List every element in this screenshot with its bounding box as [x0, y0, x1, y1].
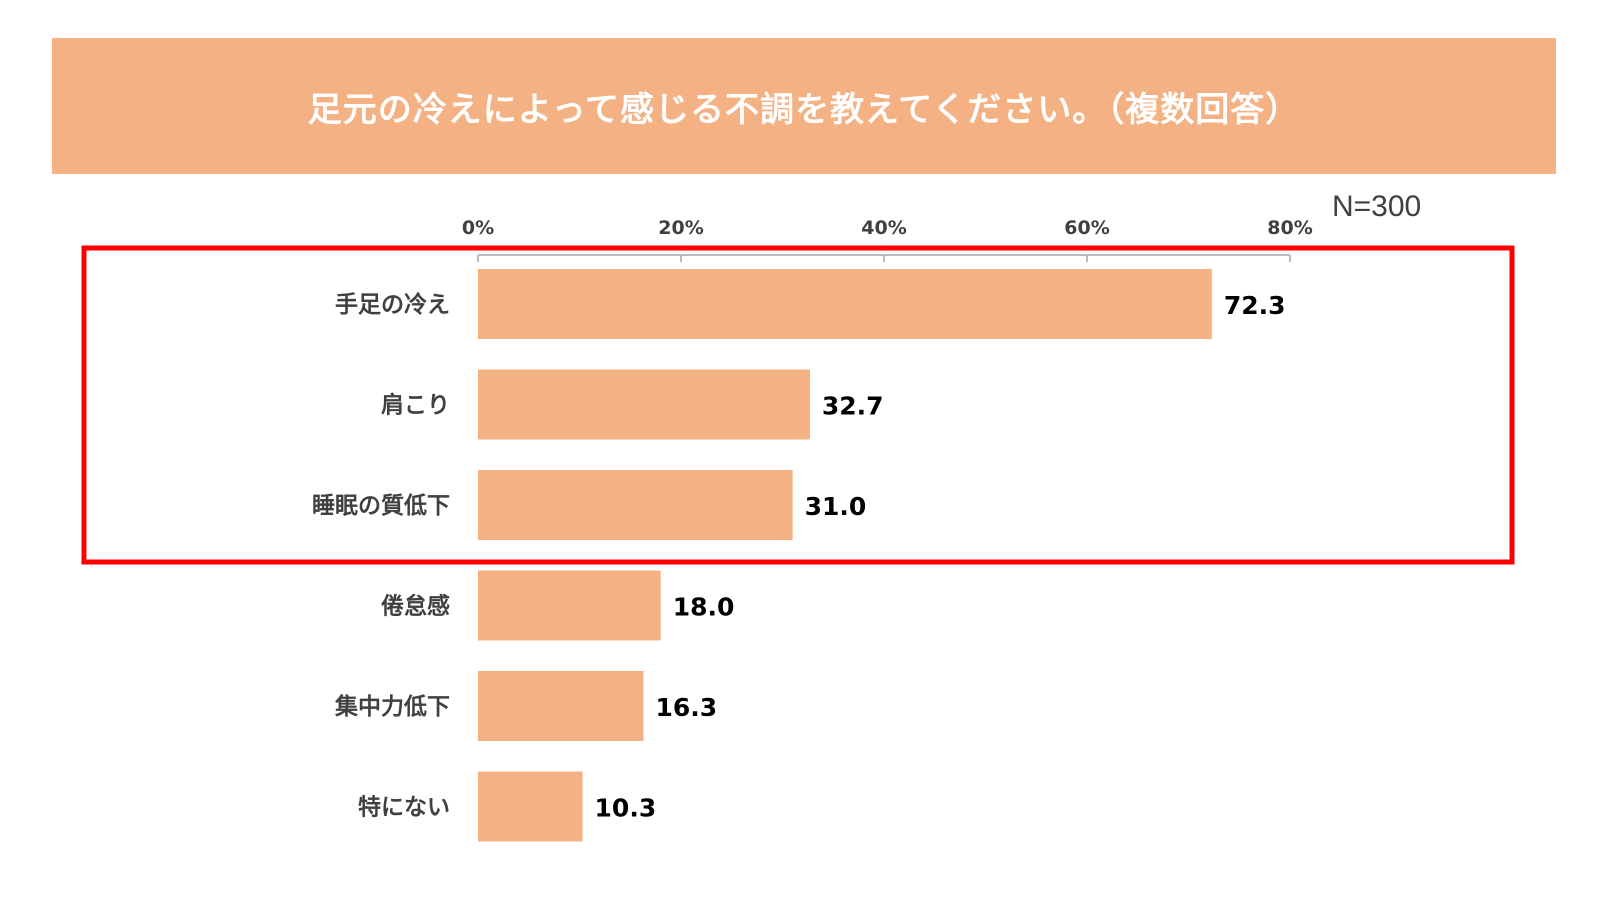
bar: [478, 269, 1212, 339]
x-tick-label: 20%: [658, 217, 703, 239]
x-tick-label: 0%: [462, 217, 494, 239]
bar: [478, 470, 793, 540]
data-label: 72.3: [1224, 291, 1286, 320]
category-label: 睡眠の質低下: [312, 493, 450, 519]
data-label: 18.0: [673, 593, 735, 622]
x-tick-label: 40%: [861, 217, 906, 239]
title-banner: 足元の冷えによって感じる不調を教えてください。（複数回答）: [52, 38, 1556, 174]
data-label: 10.3: [595, 794, 657, 823]
category-label: 倦怠感: [381, 593, 450, 620]
category-label: 手足の冷え: [335, 291, 450, 318]
x-tick-label: 80%: [1267, 217, 1312, 239]
data-label: 32.7: [822, 392, 884, 421]
bar: [478, 570, 661, 641]
bar: [478, 369, 810, 440]
data-label: 31.0: [805, 492, 867, 521]
category-label: 肩こり: [381, 392, 450, 419]
sample-size-label: N=300: [1332, 190, 1422, 223]
data-label: 16.3: [655, 693, 717, 722]
x-tick-label: 60%: [1064, 217, 1109, 239]
category-label: 集中力低下: [334, 693, 450, 720]
bar: [478, 671, 644, 741]
chart-title: 足元の冷えによって感じる不調を教えてください。（複数回答）: [307, 89, 1301, 130]
highlight-box: [81, 245, 1515, 565]
category-label: 特にない: [358, 795, 450, 821]
bar: [478, 771, 583, 842]
